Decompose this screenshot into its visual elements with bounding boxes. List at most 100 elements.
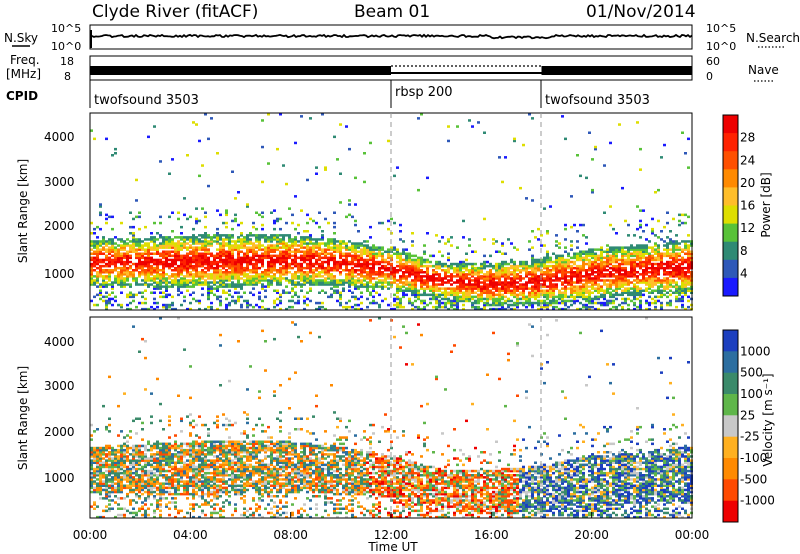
- heatmap-cell: [387, 248, 390, 251]
- heatmap-cell: [303, 254, 306, 258]
- heatmap-cell: [198, 260, 201, 264]
- heatmap-cell: [426, 279, 429, 282]
- heatmap-cell: [345, 256, 348, 260]
- heatmap-cell: [411, 258, 414, 262]
- heatmap-cell: [90, 480, 93, 483]
- heatmap-cell: [642, 279, 645, 282]
- heatmap-cell: [438, 260, 441, 264]
- heatmap-cell: [591, 271, 594, 274]
- heatmap-cell: [105, 428, 108, 431]
- heatmap-cell: [567, 254, 570, 258]
- heatmap-cell: [603, 289, 606, 292]
- heatmap-cell: [165, 295, 168, 299]
- heatmap-cell: [453, 303, 456, 307]
- heatmap-cell: [546, 232, 549, 235]
- heatmap-cell: [555, 258, 558, 262]
- heatmap-cell: [210, 242, 213, 245]
- heatmap-cell: [666, 279, 669, 282]
- heatmap-cell: [192, 227, 195, 231]
- heatmap-cell: [576, 275, 579, 278]
- heatmap-cell: [291, 240, 294, 243]
- heatmap-cell: [165, 287, 168, 290]
- heatmap-cell: [189, 293, 192, 297]
- heatmap-cell: [192, 242, 195, 245]
- heatmap-cell: [141, 264, 144, 268]
- heatmap-cell: [348, 147, 351, 151]
- heatmap-cell: [96, 457, 99, 460]
- heatmap-cell: [354, 262, 357, 266]
- heatmap-cell: [96, 428, 99, 431]
- heatmap-cell: [156, 287, 159, 290]
- heatmap-cell: [96, 262, 99, 266]
- heatmap-cell: [549, 260, 552, 264]
- heatmap-cell: [579, 287, 582, 290]
- heatmap-cell: [672, 250, 675, 253]
- heatmap-cell: [441, 283, 444, 286]
- heatmap-cell: [603, 250, 606, 253]
- heatmap-cell: [513, 287, 516, 290]
- heatmap-cell: [114, 147, 117, 151]
- heatmap-cell: [324, 260, 327, 264]
- heatmap-cell: [168, 285, 171, 288]
- heatmap-cell: [549, 258, 552, 262]
- heatmap-cell: [297, 266, 300, 270]
- heatmap-cell: [195, 256, 198, 260]
- heatmap-cell: [573, 281, 576, 284]
- heatmap-cell: [417, 295, 420, 299]
- heatmap-cell: [534, 285, 537, 288]
- heatmap-cell: [216, 271, 219, 274]
- heatmap-cell: [213, 254, 216, 258]
- heatmap-cell: [408, 254, 411, 258]
- heatmap-cell: [405, 279, 408, 282]
- heatmap-cell: [144, 269, 147, 272]
- heatmap-cell: [507, 238, 510, 241]
- heatmap-cell: [126, 448, 129, 452]
- heatmap-cell: [447, 271, 450, 274]
- heatmap-cell: [309, 289, 312, 292]
- heatmap-cell: [531, 281, 534, 284]
- heatmap-cell: [225, 238, 228, 241]
- heatmap-cell: [381, 285, 384, 288]
- heatmap-cell: [579, 258, 582, 262]
- heatmap-cell: [198, 174, 201, 178]
- heatmap-cell: [525, 281, 528, 284]
- heatmap-cell: [663, 240, 666, 243]
- heatmap-cell: [381, 273, 384, 276]
- heatmap-cell: [633, 252, 636, 255]
- heatmap-cell: [186, 269, 189, 272]
- heatmap-cell: [147, 256, 150, 260]
- heatmap-cell: [111, 297, 114, 301]
- heatmap-cell: [216, 236, 219, 239]
- heatmap-cell: [423, 291, 426, 294]
- heatmap-cell: [315, 266, 318, 270]
- heatmap-cell: [234, 291, 237, 294]
- heatmap-cell: [540, 260, 543, 264]
- heatmap-cell: [108, 293, 111, 297]
- heatmap-cell: [384, 281, 387, 284]
- cpid-label: CPID: [6, 89, 38, 103]
- heatmap-cell: [204, 283, 207, 286]
- heatmap-cell: [609, 299, 612, 303]
- heatmap-cell: [387, 256, 390, 260]
- heatmap-cell: [240, 295, 243, 299]
- heatmap-cell: [360, 291, 363, 294]
- heatmap-cell: [318, 266, 321, 270]
- heatmap-cell: [285, 307, 288, 311]
- heatmap-cell: [138, 291, 141, 294]
- heatmap-cell: [117, 277, 120, 280]
- heatmap-cell: [684, 252, 687, 255]
- heatmap-cell: [615, 246, 618, 249]
- heatmap-cell: [672, 262, 675, 266]
- heatmap-cell: [507, 289, 510, 292]
- heatmap-cell: [216, 269, 219, 272]
- heatmap-cell: [624, 289, 627, 292]
- heatmap-cell: [636, 205, 639, 208]
- heatmap-cell: [531, 262, 534, 266]
- heatmap-cell: [414, 283, 417, 286]
- heatmap-cell: [543, 285, 546, 288]
- heatmap-cell: [162, 244, 165, 247]
- heatmap-cell: [411, 240, 414, 243]
- heatmap-cell: [642, 277, 645, 280]
- heatmap-cell: [480, 295, 483, 299]
- heatmap-cell: [597, 279, 600, 282]
